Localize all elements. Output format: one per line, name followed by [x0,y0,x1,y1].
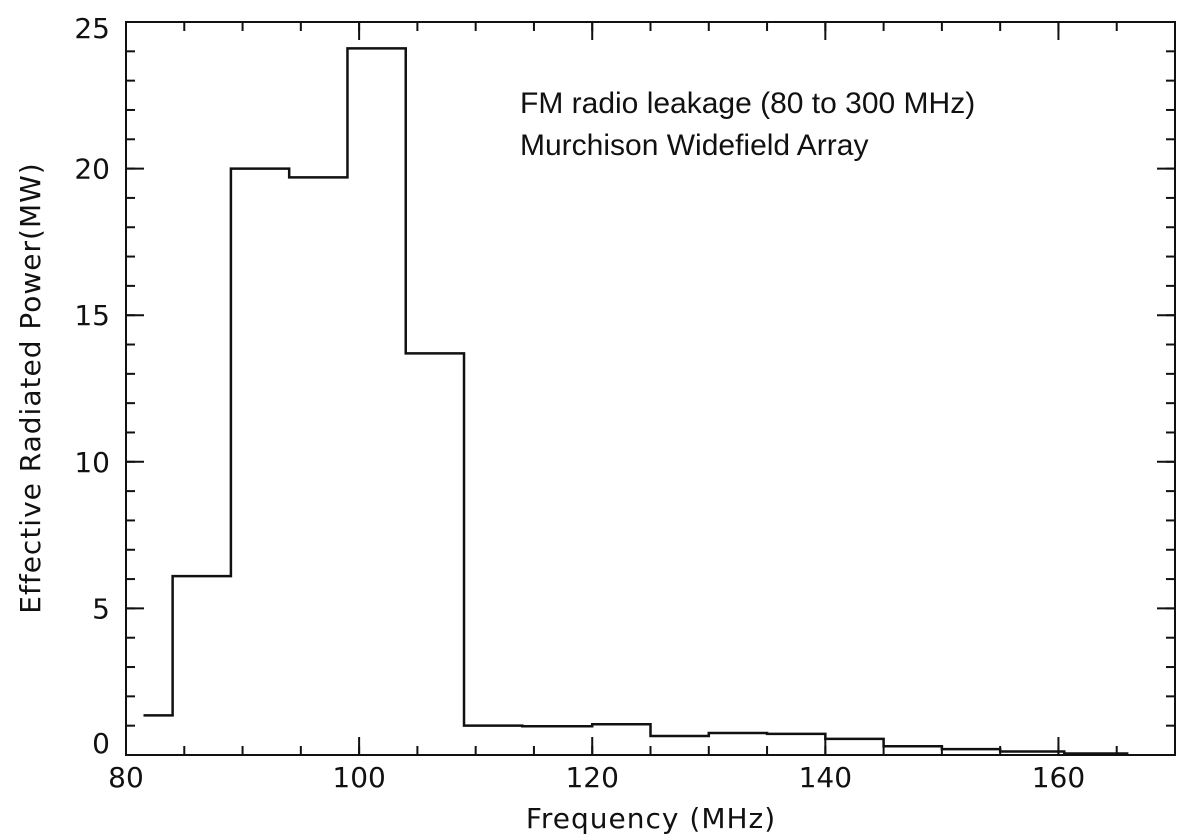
histogram-bin [143,715,172,755]
histogram-outline [143,47,1129,755]
y-tick-label: 10 [74,446,110,479]
histogram-bin [825,739,883,755]
histogram-bin [1064,754,1128,755]
histogram-bin [231,169,289,755]
histogram-bin [767,734,825,755]
y-tick-label: 20 [74,153,110,186]
x-tick-label: 140 [799,761,852,794]
histogram-bin [289,177,347,755]
y-tick-label: 15 [74,299,110,332]
y-axis-label: Effective Radiated Power(MW) [14,162,47,613]
x-axis-label: Frequency (MHz) [526,802,776,835]
y-tick-label: 25 [74,12,110,45]
histogram-bin [347,48,405,755]
histogram-bin [173,576,231,755]
histogram-bin [406,353,464,755]
x-tick-label: 100 [332,761,385,794]
histogram-bin [592,724,650,755]
y-tick-label: 5 [92,592,110,625]
histogram-bins [143,47,1129,755]
histogram-bin [1000,751,1064,755]
x-tick-label: 120 [565,761,618,794]
x-tick-label: 80 [108,761,144,794]
y-tick-labels: 0 5 10 15 20 25 [74,12,110,760]
histogram-bin [884,746,942,755]
histogram-bin [709,733,767,755]
histogram-bin [651,736,709,755]
histogram-bin [464,726,522,755]
y-tick-label: 0 [92,727,110,760]
x-tick-labels: 80 100 120 140 160 [108,761,1085,794]
annotation-line-1: FM radio leakage (80 to 300 MHz) [520,87,975,120]
histogram-bin [942,749,1000,755]
annotation-line-2: Murchison Widefield Array [520,129,868,162]
histogram-bin [522,726,592,755]
x-tick-label: 160 [1032,761,1085,794]
